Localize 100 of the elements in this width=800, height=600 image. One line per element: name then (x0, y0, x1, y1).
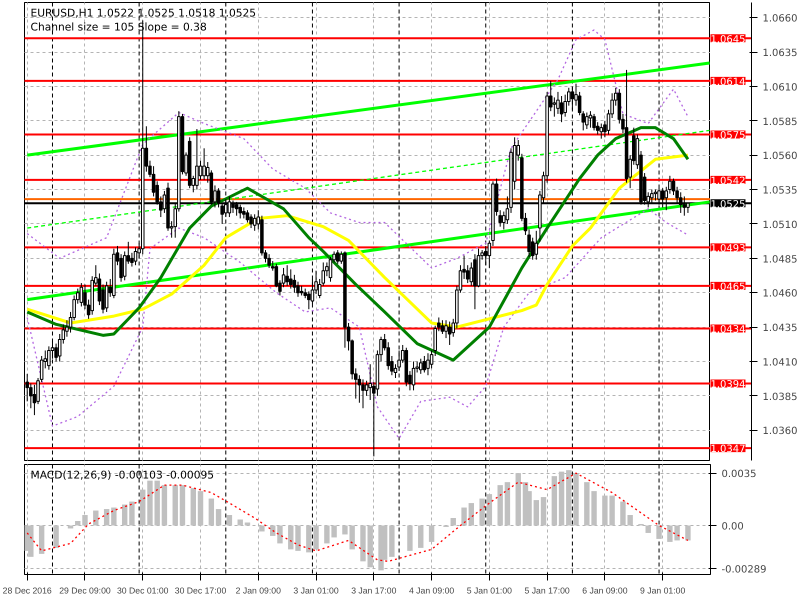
y-tick-label: 1.0435 (762, 323, 798, 334)
bar (306, 525, 312, 552)
category-label: 30 Dec 17:00 (174, 586, 226, 596)
candlestick (600, 123, 604, 140)
candlestick (560, 96, 564, 123)
candlestick (285, 264, 289, 286)
bar (38, 525, 44, 554)
y-tick-label: 1.0635 (762, 48, 798, 60)
bar (331, 525, 337, 538)
candlestick (252, 214, 256, 232)
bar (667, 525, 673, 542)
bar (584, 482, 590, 526)
ref-line-label: 1.0493 (710, 243, 746, 254)
category-label: 29 Dec 09:00 (59, 586, 111, 596)
bar (627, 515, 633, 526)
category-label: 30 Dec 01:00 (117, 586, 168, 596)
candlestick (412, 360, 416, 391)
candlestick (195, 128, 199, 190)
bar (428, 525, 434, 542)
ref-line-label: 1.0542 (710, 176, 746, 187)
category-label: 5 Jan 17:00 (524, 586, 570, 596)
bar (674, 525, 680, 540)
line-series (26, 126, 690, 362)
bar (147, 480, 153, 526)
candlestick (104, 281, 108, 312)
bar (259, 525, 265, 532)
ref-line-label: 1.0614 (710, 76, 746, 88)
candlestick (534, 230, 538, 260)
bar (450, 518, 456, 526)
y-tick-label: 1.0360 (762, 426, 798, 438)
y-tick-label: 1.0410 (762, 357, 798, 368)
category-label: 28 Dec 2016 (2, 586, 52, 596)
candlestick (202, 148, 206, 180)
y-tick-label: 1.0535 (762, 186, 798, 197)
bar (288, 525, 294, 550)
bar (540, 497, 546, 526)
bar (552, 476, 558, 526)
bar (216, 509, 222, 526)
bar (342, 525, 348, 534)
candlestick (249, 214, 253, 229)
bar (180, 485, 186, 526)
bar (208, 498, 214, 526)
candlestick (267, 254, 271, 268)
category-label: 5 Jan 01:00 (466, 586, 512, 596)
line-series (26, 154, 690, 329)
candlestick (470, 262, 474, 286)
category-label: 9 Jan 01:00 (640, 586, 686, 596)
category-label: 2 Jan 09:00 (236, 586, 281, 596)
bar (313, 525, 319, 550)
candlestick (336, 250, 340, 264)
bar (68, 525, 74, 528)
ref-line-label: 1.0434 (710, 324, 746, 336)
category-label: 6 Jan 09:00 (582, 586, 628, 596)
y-tick-label: 1.0510 (762, 220, 798, 231)
candlestick (80, 282, 84, 307)
y-tick-label: 1.0560 (762, 151, 798, 162)
bar (93, 510, 99, 526)
y-tick-label: 1.0585 (762, 116, 798, 128)
chart-title: MACD(12,26,9) -0.00103 -0.00095 (30, 468, 214, 482)
ref-line-label: 1.0465 (710, 282, 746, 293)
candlestick (289, 268, 293, 290)
y-tick-label: 1.0660 (762, 14, 798, 25)
bar (418, 525, 424, 548)
candlestick (588, 110, 592, 128)
bar (685, 525, 691, 540)
bar (407, 525, 413, 551)
category-label: 4 Jan 09:00 (408, 586, 454, 596)
candlestick (134, 246, 138, 266)
bar (602, 496, 608, 526)
bar (140, 490, 146, 526)
candlestick (585, 112, 589, 130)
bar (324, 525, 330, 544)
candlestick (654, 189, 658, 202)
bar (646, 525, 651, 533)
bar (609, 496, 615, 526)
ref-line-label: 1.0645 (710, 34, 746, 46)
bar (591, 491, 597, 526)
y-tick-label: 1.0610 (762, 82, 798, 94)
bar (295, 525, 301, 551)
bar (53, 525, 59, 548)
candlestick (300, 285, 304, 296)
bar (360, 525, 366, 562)
candlestick (592, 113, 596, 131)
bar (75, 520, 80, 526)
bar (190, 488, 196, 526)
ref-line-label: 1.0575 (710, 130, 746, 142)
candlestick (552, 96, 556, 118)
bar (198, 491, 204, 526)
category-label: 3 Jan 01:00 (293, 586, 339, 596)
bar (82, 515, 88, 526)
bar (349, 525, 355, 550)
candlestick (418, 358, 423, 374)
ref-line-label: 1.0525 (710, 199, 746, 210)
candlestick (422, 355, 426, 373)
bar (172, 485, 178, 526)
candlestick (361, 378, 365, 409)
y-tick-label: -0.00289 (722, 564, 766, 576)
y-tick-label: 1.0460 (762, 288, 798, 300)
y-tick-label: 0.00 (722, 521, 744, 532)
category-label: 3 Jan 17:00 (351, 586, 396, 596)
